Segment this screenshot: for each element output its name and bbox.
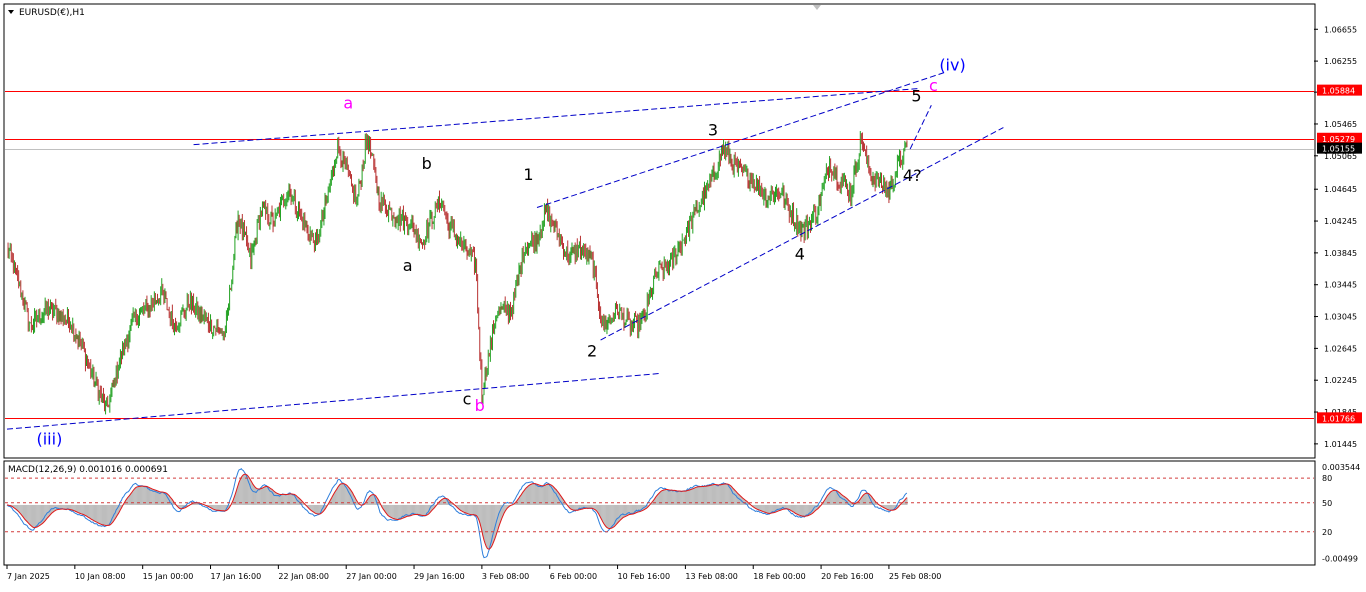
macd-main-line xyxy=(6,468,908,559)
time-tick-label: 29 Jan 16:00 xyxy=(414,572,465,581)
wave-label: 4? xyxy=(903,166,922,185)
trendline xyxy=(909,105,932,150)
level-price-box xyxy=(1317,132,1362,144)
wave-label: b xyxy=(475,396,485,415)
time-tick-label: 6 Feb 00:00 xyxy=(550,572,597,581)
price-tick-label: 1.03845 xyxy=(1324,249,1357,258)
time-tick-label: 17 Jan 16:00 xyxy=(211,572,262,581)
price-tick-label: 1.03445 xyxy=(1324,281,1357,290)
trendline xyxy=(6,372,661,430)
trendline xyxy=(193,88,919,146)
price-tick-label: 1.06655 xyxy=(1324,25,1357,34)
time-tick-label: 18 Feb 00:00 xyxy=(753,572,805,581)
macd-label: MACD(12,26,9) 0.001016 0.000691 xyxy=(8,465,168,475)
level-price-box xyxy=(1317,412,1362,424)
main-pane-frame xyxy=(3,3,1316,459)
time-axis: 7 Jan 2025 10 Jan 08:00 15 Jan 00:00 17 Jan… xyxy=(6,565,941,581)
time-tick-label: 22 Jan 08:00 xyxy=(278,572,329,581)
wave-label: c xyxy=(929,76,938,95)
wave-label: b xyxy=(422,154,432,173)
macd-tick-label: -0.00499 xyxy=(1322,555,1358,564)
wave-label: (iv) xyxy=(939,55,965,74)
price-tick-label: 1.06255 xyxy=(1324,57,1357,66)
macd-tick-label: 0.003544 xyxy=(1322,463,1360,472)
macd-tick-label: 80 xyxy=(1322,474,1332,483)
macd-signal-line xyxy=(6,473,908,550)
price-tick-label: 1.04245 xyxy=(1324,217,1357,226)
macd-tick-label: 50 xyxy=(1322,499,1332,508)
wave-label: 4 xyxy=(795,245,805,264)
price-axis: 1.066551.062551.058651.054651.050651.046… xyxy=(1314,25,1362,449)
wave-label: c xyxy=(463,389,472,408)
macd-pane-frame xyxy=(3,460,1316,566)
price-series xyxy=(7,131,908,415)
level-price-box xyxy=(1317,142,1362,154)
macd-tick-label: 20 xyxy=(1322,528,1332,537)
macd-indicator xyxy=(5,468,1314,559)
wave-label: 5 xyxy=(911,86,921,105)
level-price-label: 1.01766 xyxy=(1322,414,1355,423)
time-tick-label: 15 Jan 00:00 xyxy=(143,572,194,581)
price-tick-label: 1.02645 xyxy=(1324,344,1357,353)
time-tick-label: 13 Feb 08:00 xyxy=(685,572,737,581)
wave-label: 2 xyxy=(587,342,597,361)
time-tick-label: 7 Jan 2025 xyxy=(7,572,50,581)
time-tick-label: 10 Jan 08:00 xyxy=(75,572,126,581)
trendlines xyxy=(6,72,1004,430)
level-price-label: 1.05884 xyxy=(1322,87,1355,96)
chart-title: EURUSD(€),H1 xyxy=(19,8,85,18)
price-tick-label: 1.02245 xyxy=(1324,376,1357,385)
time-tick-label: 25 Feb 08:00 xyxy=(889,572,941,581)
time-tick-label: 10 Feb 16:00 xyxy=(618,572,670,581)
level-price-box xyxy=(1317,84,1362,96)
wave-label: 3 xyxy=(708,121,718,140)
macd-axis: 0.003544 80 50 20 -0.00499 xyxy=(1322,463,1360,564)
shift-marker-icon[interactable] xyxy=(813,5,821,10)
price-tick-label: 1.05065 xyxy=(1324,152,1357,161)
wave-label: (iii) xyxy=(36,429,62,448)
wave-label: a xyxy=(343,93,353,112)
time-tick-label: 27 Jan 00:00 xyxy=(346,572,397,581)
wave-label: 1 xyxy=(523,165,533,184)
trendline xyxy=(600,127,1004,341)
time-tick-label: 3 Feb 08:00 xyxy=(482,572,529,581)
wave-label: a xyxy=(403,256,413,275)
level-price-label: 1.05279 xyxy=(1322,135,1355,144)
time-tick-label: 20 Feb 16:00 xyxy=(821,572,873,581)
horizontal-levels xyxy=(5,91,1314,419)
symbol-dropdown-icon[interactable] xyxy=(8,10,14,14)
price-tick-label: 1.01445 xyxy=(1324,440,1357,449)
level-price-label: 1.05155 xyxy=(1322,145,1355,154)
price-tick-label: 1.04645 xyxy=(1324,185,1357,194)
price-tick-label: 1.03045 xyxy=(1324,313,1357,322)
price-tick-label: 1.05465 xyxy=(1324,120,1357,129)
